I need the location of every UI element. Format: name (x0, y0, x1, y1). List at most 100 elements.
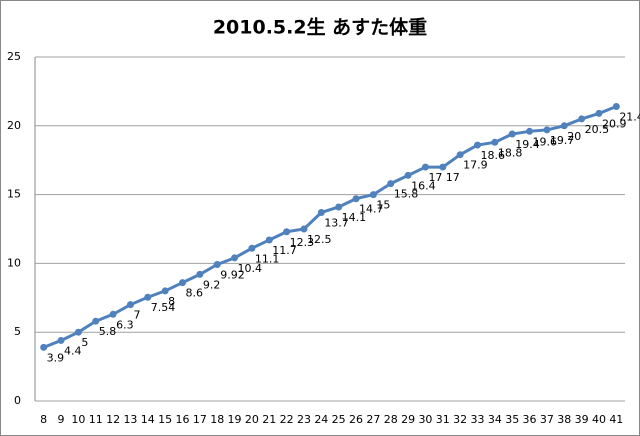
marker (74, 328, 82, 336)
y-tick-label: 5 (14, 325, 21, 338)
value-label: 11.7 (272, 244, 297, 257)
x-tick-label: 18 (210, 413, 224, 426)
marker (456, 151, 464, 159)
marker (612, 103, 620, 111)
value-label: 17 (428, 171, 442, 184)
x-tick-label: 11 (89, 413, 103, 426)
marker (543, 126, 551, 134)
x-tick-label: 28 (384, 413, 398, 426)
x-tick-label: 20 (245, 413, 259, 426)
marker (421, 163, 429, 171)
marker (179, 279, 186, 287)
x-tick-label: 22 (280, 413, 294, 426)
x-tick-label: 34 (488, 413, 502, 426)
marker (92, 317, 100, 325)
value-label: 4.4 (64, 344, 82, 357)
x-tick-label: 14 (141, 413, 155, 426)
value-label: 12.5 (307, 233, 332, 246)
marker (404, 171, 412, 179)
x-tick-label: 25 (332, 413, 346, 426)
value-label: 17 (446, 171, 460, 184)
value-label: 19.7 (550, 134, 575, 147)
value-label: 9.92 (220, 269, 245, 282)
marker (161, 287, 169, 295)
marker (213, 261, 221, 269)
value-label: 18.8 (498, 146, 522, 159)
value-label: 18.6 (481, 149, 506, 162)
marker (508, 130, 516, 138)
value-label: 20.5 (585, 123, 610, 136)
marker (57, 336, 65, 344)
x-tick-label: 41 (609, 413, 623, 426)
marker (369, 191, 377, 199)
marker (317, 208, 325, 216)
x-tick-label: 19 (228, 413, 242, 426)
x-tick-label: 17 (193, 413, 207, 426)
x-tick-label: 31 (436, 413, 450, 426)
value-label: 11.1 (255, 252, 279, 265)
x-tick-label: 30 (418, 413, 432, 426)
y-tick-label: 25 (7, 50, 21, 63)
marker (560, 122, 568, 130)
x-tick-label: 9 (58, 413, 65, 426)
value-label: 20.9 (602, 117, 627, 130)
value-label: 15.8 (394, 188, 419, 201)
x-tick-label: 38 (557, 413, 571, 426)
line (43, 105, 617, 349)
x-tick-label: 26 (349, 413, 363, 426)
marker (144, 293, 152, 301)
value-label: 15 (376, 199, 390, 212)
value-label: 21.4 (619, 111, 640, 124)
marker (196, 270, 204, 278)
marker (474, 141, 481, 149)
marker (126, 301, 134, 309)
marker (248, 244, 256, 252)
x-tick-label: 12 (106, 413, 120, 426)
marker (491, 138, 499, 146)
value-label: 12.3 (290, 236, 315, 249)
marker (526, 127, 534, 135)
marker (439, 163, 447, 171)
value-label: 20 (567, 130, 581, 143)
x-tick-label: 40 (592, 413, 606, 426)
marker (231, 254, 239, 262)
value-label: 10.4 (238, 262, 263, 275)
marker (265, 236, 273, 244)
x-tick-label: 36 (523, 413, 537, 426)
value-label: 7 (133, 309, 140, 322)
x-tick-label: 8 (40, 413, 47, 426)
x-tick-label: 10 (71, 413, 85, 426)
value-label: 3.9 (47, 351, 64, 364)
marker (352, 195, 360, 203)
value-label: 17.9 (463, 159, 488, 172)
value-label: 19.6 (533, 135, 558, 148)
x-tick-label: 39 (575, 413, 589, 426)
y-tick-label: 0 (14, 394, 21, 407)
value-label: 9.2 (203, 278, 221, 291)
value-label: 14.7 (359, 203, 384, 216)
marker (595, 109, 603, 117)
value-label: 6.3 (116, 318, 133, 331)
value-label: 5.8 (99, 325, 117, 338)
value-label: 7.54 (151, 301, 176, 314)
value-label: 8 (168, 295, 175, 308)
x-tick-label: 27 (366, 413, 380, 426)
x-tick-label: 23 (297, 413, 311, 426)
value-label: 5 (81, 336, 88, 349)
value-label: 14.1 (342, 211, 367, 224)
x-tick-label: 35 (505, 413, 519, 426)
marker (109, 310, 117, 318)
x-tick-label: 16 (176, 413, 190, 426)
value-label: 19.4 (515, 138, 540, 151)
marker (300, 225, 308, 233)
x-tick-label: 32 (453, 413, 467, 426)
value-label: 13.7 (324, 216, 349, 229)
x-tick-label: 13 (123, 413, 137, 426)
x-tick-label: 37 (540, 413, 554, 426)
marker (40, 343, 48, 351)
value-label: 8.6 (186, 287, 204, 300)
x-tick-label: 24 (314, 413, 328, 426)
x-tick-label: 15 (158, 413, 172, 426)
